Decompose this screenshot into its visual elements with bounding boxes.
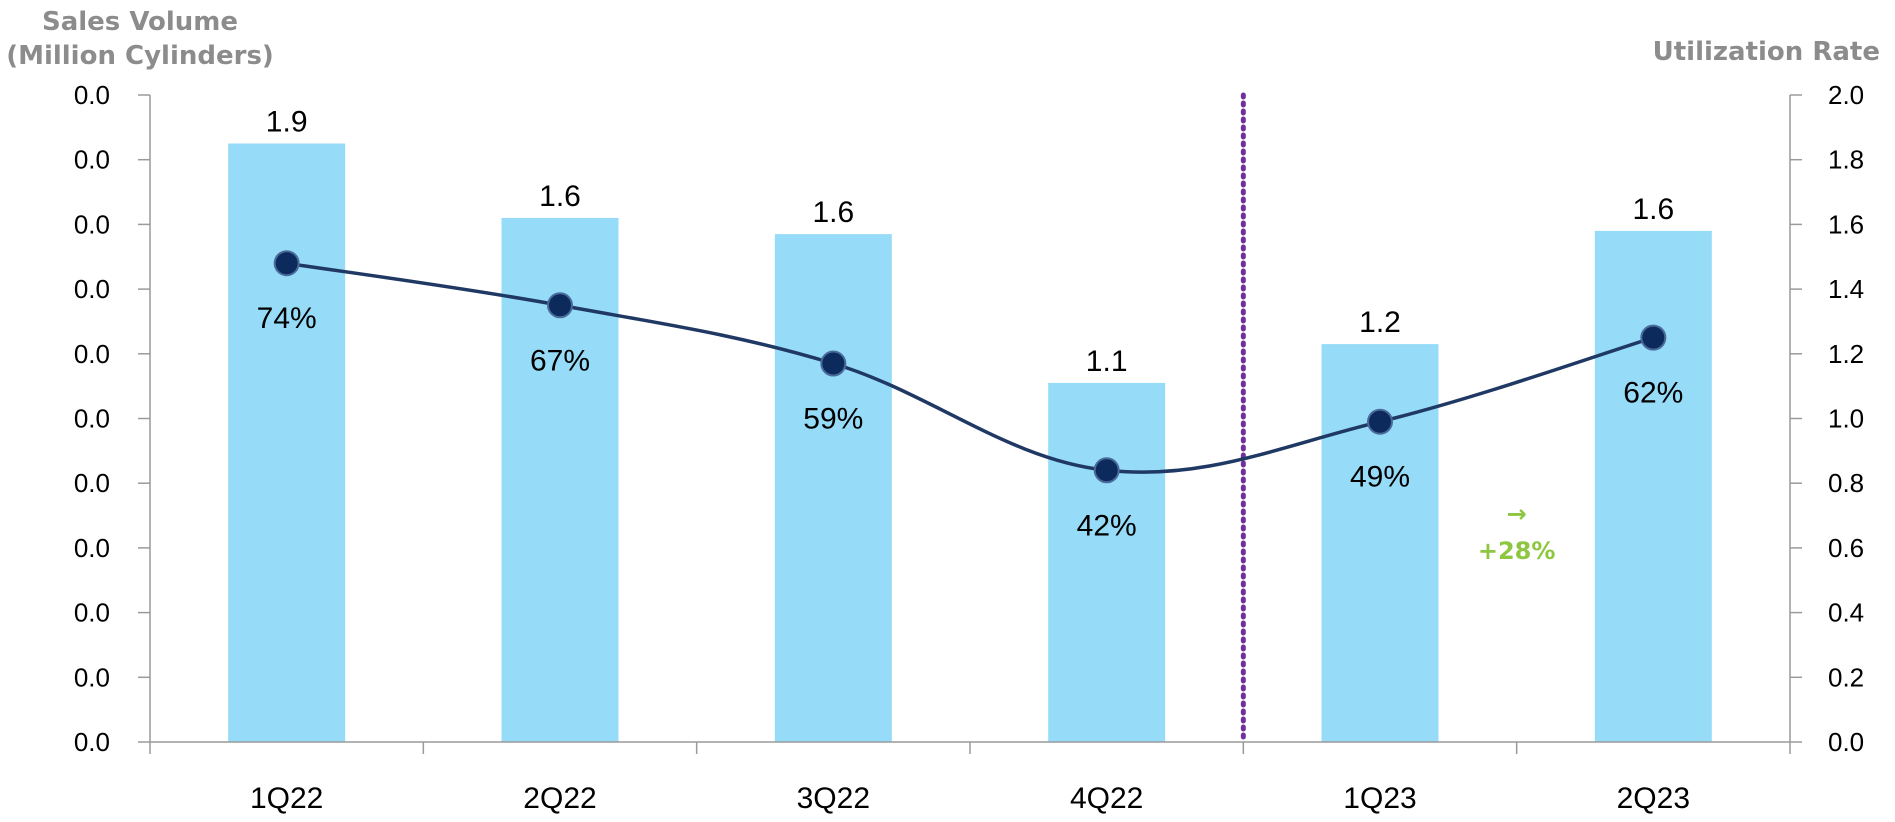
line-point-1Q22 <box>273 250 300 277</box>
left-tick-label: 0.0 <box>74 598 110 628</box>
right-axis-title: Utilization Rate <box>1653 37 1880 67</box>
arrow-right-icon: → <box>1507 500 1527 528</box>
right-tick-label: 1.8 <box>1828 145 1864 175</box>
line-label-1Q23: 49% <box>1350 461 1410 494</box>
bar-label-1Q23: 1.2 <box>1359 306 1401 339</box>
line-label-4Q22: 42% <box>1077 509 1137 542</box>
bar-series <box>228 143 1712 743</box>
left-tick-label: 0.0 <box>74 274 110 304</box>
left-axis-title-line-2: (Million Cylinders) <box>6 41 274 71</box>
growth-annotation-text: +28% <box>1478 537 1556 565</box>
right-tick-label: 0.6 <box>1828 533 1864 563</box>
bar-label-1Q22: 1.9 <box>266 106 308 139</box>
bar-3Q22 <box>774 234 892 743</box>
category-label-3Q22: 3Q22 <box>797 782 870 815</box>
line-point-2Q23 <box>1640 324 1667 351</box>
line-label-3Q22: 59% <box>803 403 863 436</box>
right-tick-label: 2.0 <box>1828 80 1864 110</box>
right-tick-label: 0.2 <box>1828 662 1864 692</box>
line-point-2Q22 <box>547 292 573 319</box>
right-tick-label: 1.6 <box>1828 209 1864 239</box>
line-data-labels: 74% 67% 59% 42% 49% 62% <box>257 302 1684 542</box>
left-tick-label: 0.0 <box>74 533 110 563</box>
line-point-4Q22 <box>1093 457 1120 484</box>
line-label-2Q23: 62% <box>1623 377 1683 410</box>
left-axis-title-line-1: Sales Volume <box>42 7 238 37</box>
line-label-1Q22: 74% <box>257 302 317 335</box>
bar-label-3Q22: 1.6 <box>812 196 854 229</box>
line-series <box>273 250 1667 484</box>
left-tick-label: 0.0 <box>74 727 110 757</box>
bar-2Q23 <box>1594 230 1712 742</box>
utilization-line <box>286 261 1654 474</box>
bar-label-2Q22: 1.6 <box>539 180 581 213</box>
right-tick-label: 0.4 <box>1828 598 1864 628</box>
bar-4Q22 <box>1048 382 1166 742</box>
category-label-2Q23: 2Q23 <box>1617 782 1690 815</box>
left-tick-label: 0.0 <box>74 80 110 110</box>
bar-label-2Q23: 1.6 <box>1632 193 1674 226</box>
right-tick-label: 1.2 <box>1828 339 1864 369</box>
left-tick-label: 0.0 <box>74 145 110 175</box>
right-tick-label: 0.8 <box>1828 468 1864 498</box>
right-tick-label: 0.0 <box>1828 727 1864 757</box>
left-tick-label: 0.0 <box>74 468 110 498</box>
left-tick-label: 0.0 <box>74 404 110 434</box>
category-label-2Q22: 2Q22 <box>523 782 596 815</box>
line-label-2Q22: 67% <box>530 344 590 377</box>
growth-annotation: → +28% <box>1478 500 1556 565</box>
left-tick-label: 0.0 <box>74 209 110 239</box>
category-label-1Q23: 1Q23 <box>1343 782 1416 815</box>
bar-1Q22 <box>228 143 346 742</box>
category-label-4Q22: 4Q22 <box>1070 782 1143 815</box>
left-tick-label: 0.0 <box>74 339 110 369</box>
right-tick-label: 1.4 <box>1828 274 1864 304</box>
line-point-1Q23 <box>1367 408 1393 435</box>
category-label-1Q22: 1Q22 <box>250 782 323 815</box>
axes: 0.0 0.0 0.0 0.2 0.0 0.4 0.0 0.6 0.0 0.8 0.0 1.0 0.0 1… <box>74 80 1864 815</box>
bar-label-4Q22: 1.1 <box>1086 345 1128 378</box>
bar-1Q23 <box>1321 344 1439 742</box>
left-tick-label: 0.0 <box>74 662 110 692</box>
bar-data-labels: 1.9 1.6 1.6 1.1 1.2 1.6 <box>266 106 1674 378</box>
right-tick-label: 1.0 <box>1828 404 1864 434</box>
line-point-3Q22 <box>820 350 847 377</box>
